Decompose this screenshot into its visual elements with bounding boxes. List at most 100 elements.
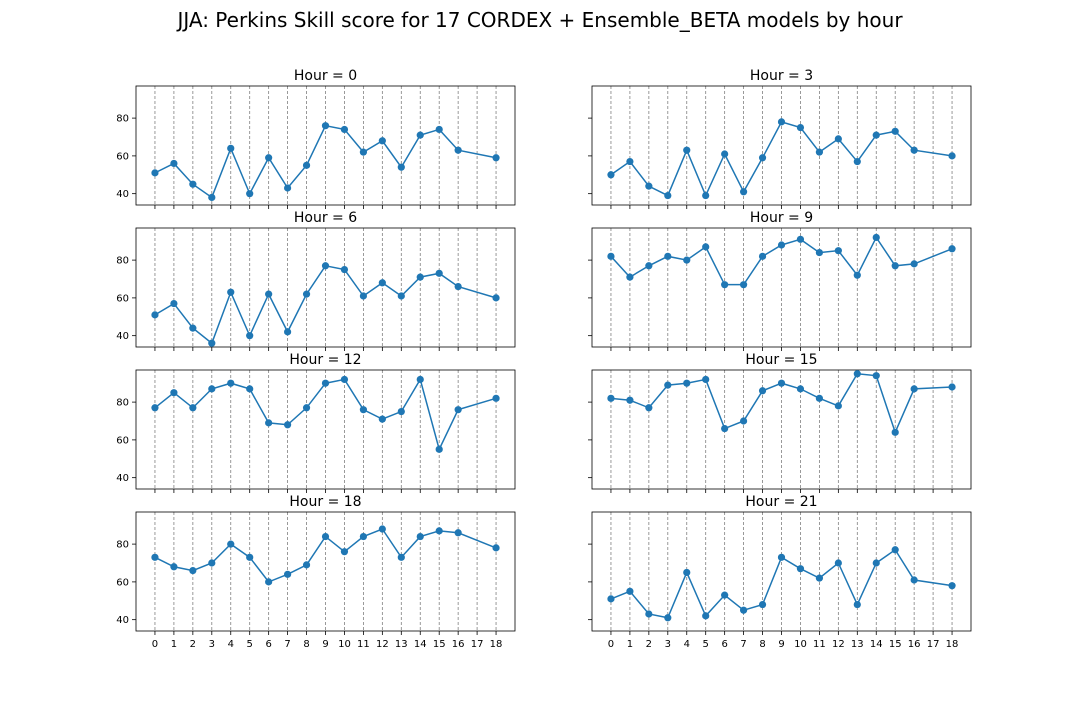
data-point [265, 578, 273, 586]
data-point [359, 406, 367, 414]
data-point [948, 582, 956, 590]
data-point [284, 570, 292, 578]
data-point [151, 169, 159, 177]
subplot-1: Hour = 3 [588, 68, 972, 209]
data-point [721, 591, 729, 599]
data-point [208, 339, 216, 347]
data-point [872, 372, 880, 380]
x-tick-label: 17 [471, 639, 484, 650]
data-point [189, 180, 197, 188]
data-point [435, 527, 443, 535]
data-point [378, 415, 386, 423]
data-point [758, 600, 767, 609]
data-point [645, 182, 653, 190]
data-point [834, 402, 842, 410]
data-point [815, 148, 824, 156]
data-point [208, 559, 216, 567]
data-point [265, 419, 273, 427]
data-point [454, 529, 462, 537]
x-tick-label: 10 [338, 639, 351, 650]
x-tick-label: 5 [247, 639, 253, 650]
data-point [702, 243, 710, 251]
y-tick-label: 60 [116, 151, 129, 162]
data-point [891, 428, 899, 436]
data-point [777, 241, 786, 249]
data-point [721, 150, 729, 158]
data-point [796, 385, 805, 393]
subplot-title: Hour = 12 [289, 352, 361, 368]
data-point [227, 540, 235, 548]
data-point [151, 311, 159, 319]
data-point [359, 292, 367, 300]
data-point [492, 294, 500, 302]
data-point [189, 324, 197, 332]
x-tick-label: 11 [357, 639, 370, 650]
data-point [702, 612, 710, 620]
data-point [777, 118, 786, 126]
x-tick-label: 5 [703, 639, 709, 650]
data-point [664, 381, 672, 389]
y-tick-label: 60 [116, 293, 129, 304]
y-tick-label: 80 [116, 114, 129, 125]
data-point [227, 379, 235, 387]
data-point [170, 299, 178, 308]
x-tick-label: 6 [265, 639, 271, 650]
data-point [416, 273, 424, 281]
subplot-5: Hour = 15 [588, 352, 972, 493]
data-point [853, 370, 861, 378]
data-point [302, 290, 311, 298]
data-point [170, 159, 178, 168]
data-point [607, 252, 615, 260]
data-point [284, 184, 292, 192]
subplot-4: Hour = 12 40 60 80 [116, 352, 516, 493]
data-point [397, 163, 405, 171]
data-point [796, 565, 805, 573]
subplot-3: Hour = 9 [588, 210, 972, 351]
x-tick-label: 18 [946, 639, 959, 650]
subplot-title: Hour = 6 [294, 210, 357, 226]
data-point [626, 157, 634, 166]
x-tick-label: 2 [190, 639, 196, 650]
subplot-title: Hour = 18 [289, 494, 361, 510]
data-point [721, 424, 729, 433]
data-point [758, 252, 767, 260]
data-point [891, 546, 899, 554]
x-tick-label: 16 [452, 639, 465, 650]
data-point [246, 385, 254, 393]
data-point [872, 559, 880, 567]
data-point [340, 265, 349, 274]
data-point [777, 553, 786, 561]
data-point [664, 614, 672, 622]
x-tick-label: 15 [433, 639, 446, 650]
x-tick-label: 10 [794, 639, 807, 650]
data-point [664, 252, 672, 260]
data-point [321, 532, 330, 541]
data-point [853, 600, 861, 609]
data-point [246, 553, 254, 561]
y-tick-label: 60 [116, 435, 129, 446]
data-point [454, 282, 462, 291]
x-tick-label: 7 [284, 639, 290, 650]
data-point [702, 191, 710, 200]
data-point [645, 404, 653, 412]
x-tick-label: 12 [376, 639, 389, 650]
data-point [740, 606, 748, 614]
data-point [872, 131, 880, 139]
data-point [777, 379, 786, 387]
data-point [227, 288, 235, 296]
data-point [834, 559, 842, 567]
data-point [910, 385, 918, 393]
data-point [321, 122, 330, 130]
data-point [208, 385, 216, 393]
data-point [815, 394, 824, 402]
data-point [683, 568, 691, 577]
data-point [284, 421, 292, 429]
subplot-6: Hour = 180 1 2 3 4 5 6 7 8 9 10 11 12 13 14 15 16 17 18406… [116, 494, 516, 650]
data-point [321, 262, 330, 270]
data-point [397, 407, 405, 416]
data-point [948, 383, 956, 391]
data-point [891, 262, 899, 270]
data-point [435, 445, 443, 453]
x-tick-label: 0 [152, 639, 158, 650]
